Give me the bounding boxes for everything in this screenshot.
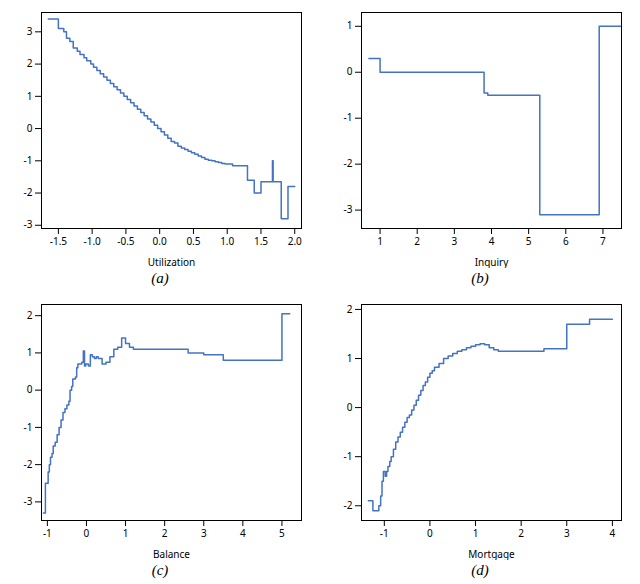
svg-text:0: 0 (427, 526, 433, 540)
svg-text:2: 2 (414, 234, 420, 248)
svg-text:Balance: Balance (153, 547, 190, 561)
html-text:(a): (a) (151, 270, 169, 286)
svg-text:-1.0: -1.0 (83, 234, 101, 248)
svg-text:1: 1 (347, 18, 353, 32)
svg-text:0: 0 (84, 526, 90, 540)
svg-text:-2: -2 (24, 185, 33, 199)
svg-text:3: 3 (201, 526, 207, 540)
svg-text:6: 6 (563, 234, 569, 248)
svg-text:-3: -3 (24, 494, 33, 508)
svg-text:0.0: 0.0 (153, 234, 167, 248)
svg-text:3: 3 (564, 526, 570, 540)
svg-text:Utilization: Utilization (148, 255, 195, 269)
svg-text:0: 0 (347, 64, 353, 78)
svg-text:4: 4 (240, 526, 246, 540)
svg-text:3: 3 (27, 24, 33, 38)
svg-text:2: 2 (347, 302, 353, 316)
svg-text:0: 0 (27, 121, 33, 135)
svg-text:Inquiry: Inquiry (475, 255, 510, 269)
svg-text:1: 1 (123, 526, 129, 540)
svg-text:-3: -3 (344, 202, 353, 216)
svg-text:-1: -1 (344, 110, 353, 124)
html-text:(b): (b) (471, 270, 489, 286)
svg-text:1: 1 (27, 89, 33, 103)
svg-text:2: 2 (27, 56, 33, 70)
svg-text:-1: -1 (43, 526, 52, 540)
svg-text:-1: -1 (380, 526, 389, 540)
svg-text:2: 2 (27, 308, 33, 322)
svg-text:-0.5: -0.5 (117, 234, 135, 248)
html-text:(c): (c) (151, 562, 169, 578)
svg-text:Mortgage: Mortgage (468, 547, 515, 561)
svg-text:7: 7 (600, 234, 606, 248)
svg-text:2.0: 2.0 (288, 234, 302, 248)
svg-text:-1: -1 (24, 420, 33, 434)
svg-text:-2: -2 (24, 457, 33, 471)
svg-text:-3: -3 (24, 217, 33, 231)
html-text:(d): (d) (471, 562, 489, 578)
svg-text:1: 1 (347, 351, 353, 365)
svg-text:1: 1 (377, 234, 383, 248)
svg-text:-2: -2 (344, 498, 353, 512)
svg-text:-1.5: -1.5 (50, 234, 68, 248)
svg-text:2: 2 (518, 526, 524, 540)
svg-text:5: 5 (279, 526, 285, 540)
svg-text:1.5: 1.5 (254, 234, 268, 248)
svg-text:4: 4 (489, 234, 495, 248)
svg-text:-2: -2 (344, 156, 353, 170)
svg-text:2: 2 (162, 526, 168, 540)
svg-text:1: 1 (473, 526, 479, 540)
svg-text:-1: -1 (24, 153, 33, 167)
svg-text:-1: -1 (344, 449, 353, 463)
svg-text:1.0: 1.0 (220, 234, 234, 248)
svg-text:0: 0 (27, 382, 33, 396)
svg-text:4: 4 (610, 526, 616, 540)
svg-text:0.5: 0.5 (186, 234, 200, 248)
svg-text:0: 0 (347, 400, 353, 414)
svg-text:1: 1 (27, 345, 33, 359)
svg-text:3: 3 (451, 234, 457, 248)
svg-text:5: 5 (526, 234, 532, 248)
